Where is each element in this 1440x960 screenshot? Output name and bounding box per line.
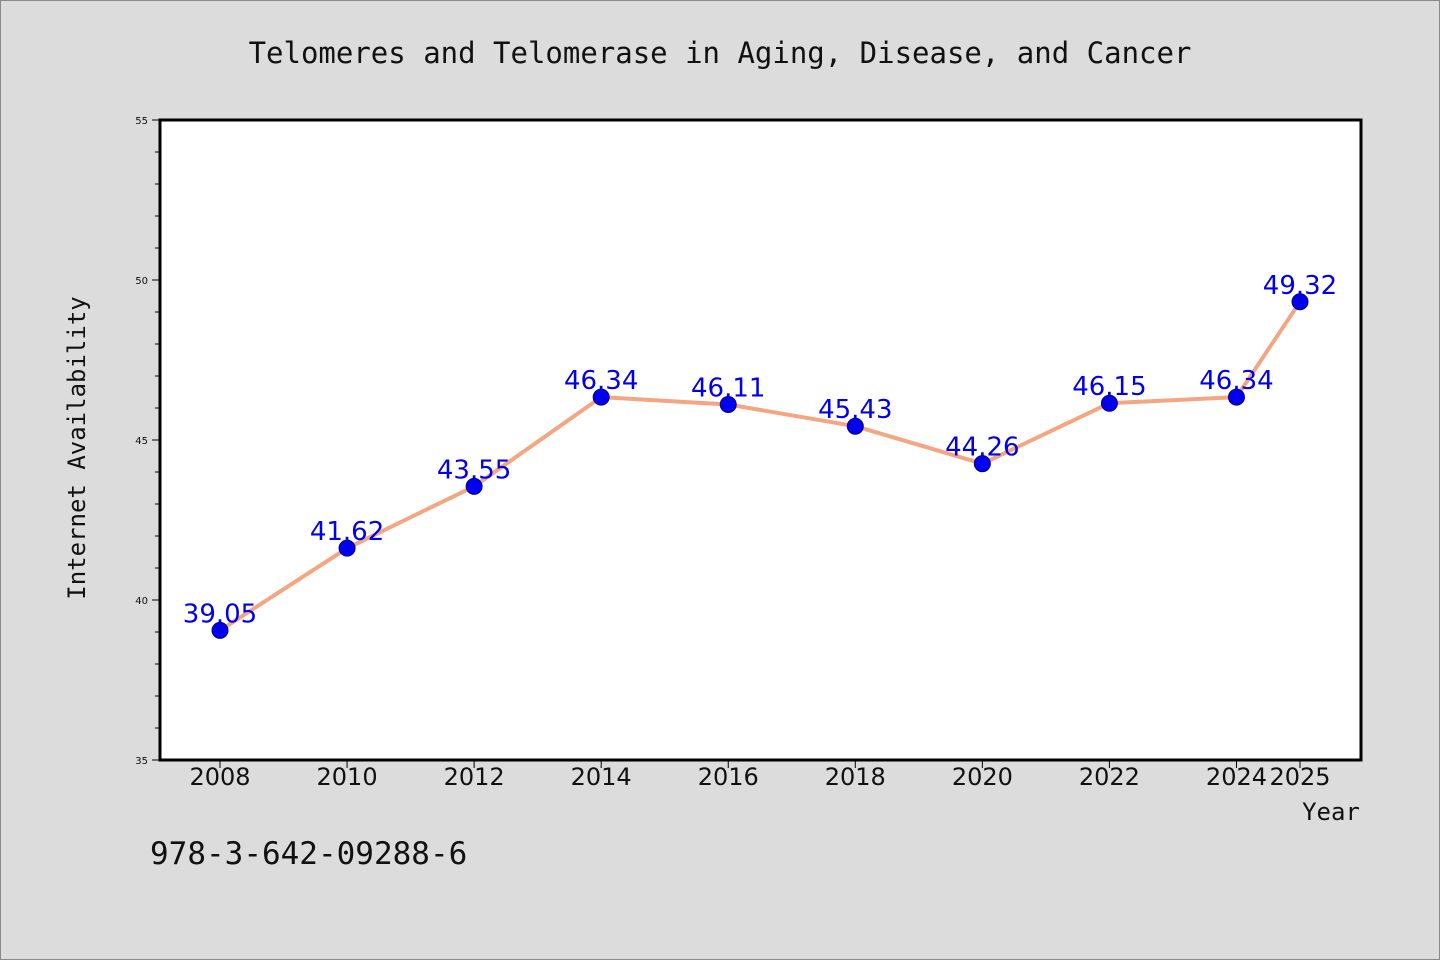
plot-border: [158, 118, 1363, 762]
data-point: [719, 395, 737, 413]
chart-title: Telomeres and Telomerase in Aging, Disea…: [249, 36, 1192, 70]
data-point: [1291, 293, 1309, 311]
x-tick-label: 2008: [189, 763, 250, 791]
y-axis-title: Internet Availability: [63, 296, 91, 599]
data-label: 49.32: [1263, 271, 1337, 301]
data-point: [1227, 388, 1245, 406]
x-tick-label: 2016: [698, 763, 759, 791]
plot-area: [160, 120, 1361, 760]
y-tick-label: 40: [135, 596, 148, 607]
data-point: [846, 417, 864, 435]
x-tick-label: 2024: [1206, 763, 1267, 791]
x-axis-title: Year: [1302, 798, 1360, 826]
data-point: [592, 388, 610, 406]
data-point: [338, 539, 356, 557]
isbn-label: 978-3-642-09288-6: [150, 836, 467, 872]
y-axis: 35 40 45 50 55: [135, 116, 160, 767]
data-point: [973, 455, 991, 473]
x-tick-label: 2014: [571, 763, 632, 791]
data-label: 46.11: [691, 373, 765, 403]
series-line: [218, 300, 1302, 633]
data-point: [465, 477, 483, 495]
data-label: 43.55: [437, 455, 511, 485]
data-label: 46.15: [1072, 372, 1146, 402]
data-label: 41.62: [310, 517, 384, 547]
y-tick-label: 35: [135, 756, 148, 767]
data-point: [211, 621, 229, 639]
x-tick-label: 2025: [1269, 763, 1330, 791]
data-points: [211, 293, 1309, 639]
x-tick-label: 2012: [444, 763, 505, 791]
data-label: 46.34: [564, 366, 638, 396]
data-label: 45.43: [818, 395, 892, 425]
x-tick-label: 2018: [825, 763, 886, 791]
y-tick-label: 50: [135, 276, 148, 287]
y-tick-label: 45: [135, 436, 148, 447]
data-point: [1100, 394, 1118, 412]
x-tick-label: 2020: [952, 763, 1013, 791]
data-label: 44.26: [945, 433, 1019, 463]
y-tick-label: 55: [135, 116, 148, 127]
data-label: 46.34: [1199, 366, 1273, 396]
x-tick-label: 2010: [317, 763, 378, 791]
x-axis: 2008 2010 2012 2014 2016 2018 2020 2022 2024 2025: [189, 760, 1331, 791]
data-labels: 39.05 41.62 43.55 46.34 46.11 45.43 44.26 46.15…: [183, 271, 1337, 630]
x-tick-label: 2022: [1079, 763, 1140, 791]
data-label: 39.05: [183, 599, 257, 629]
